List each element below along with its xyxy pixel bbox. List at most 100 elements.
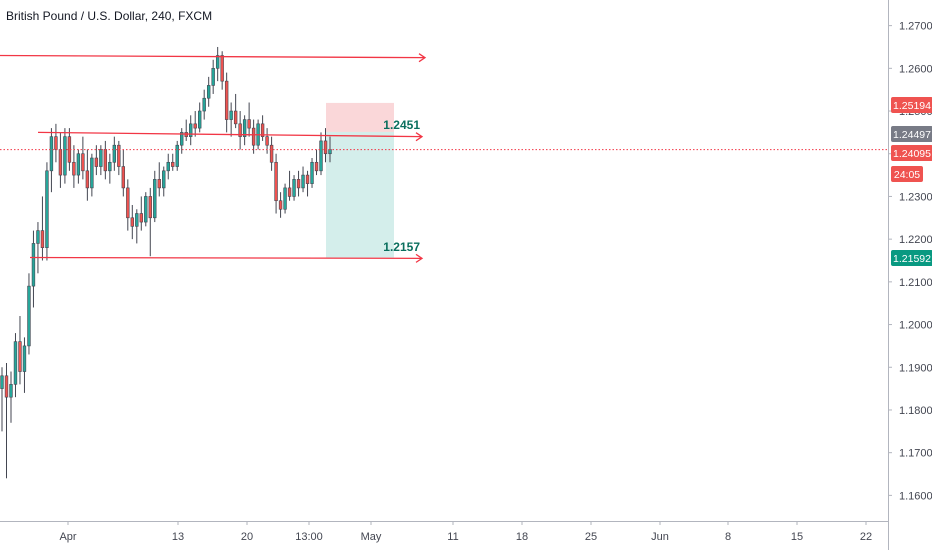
candle-body-down xyxy=(296,179,301,189)
price-tag-label: 24:05 xyxy=(894,169,920,181)
candle-body-down xyxy=(130,217,134,227)
candle-body-down xyxy=(274,161,278,202)
candle xyxy=(13,333,18,398)
price-tag-label: 1.21592 xyxy=(893,253,931,265)
candle-body-down xyxy=(148,196,152,219)
candle-body-up xyxy=(166,161,170,172)
plot-background[interactable] xyxy=(0,0,888,521)
candle xyxy=(305,170,310,197)
candle-body-up xyxy=(31,243,36,287)
candle xyxy=(238,111,242,150)
candle-body-up xyxy=(202,97,206,112)
candle-body-up xyxy=(211,68,215,86)
candle xyxy=(121,149,126,197)
price-tag-bg xyxy=(891,250,932,266)
candle-body-up xyxy=(0,375,4,389)
candle xyxy=(211,59,215,94)
horizontal-ray[interactable] xyxy=(29,256,423,260)
candle xyxy=(233,93,238,129)
position-zones[interactable] xyxy=(326,102,394,258)
candle xyxy=(49,128,54,193)
candle-body-down xyxy=(72,161,76,176)
price-tick-label: 1.18000 xyxy=(899,405,932,417)
candle xyxy=(72,145,76,188)
candle-body-up xyxy=(292,179,296,197)
candle-body-down xyxy=(85,170,90,189)
price-tick-label: 1.22000 xyxy=(899,234,932,246)
time-tick-label: May xyxy=(361,531,382,543)
candle xyxy=(81,136,85,180)
candles-layer xyxy=(0,46,332,479)
candle-body-down xyxy=(260,123,265,137)
price-tag-label: 1.25194 xyxy=(893,100,931,112)
candle xyxy=(224,72,229,133)
time-tick-label: Apr xyxy=(59,531,76,543)
candle-body-up xyxy=(135,213,139,227)
plot-area[interactable] xyxy=(0,0,888,521)
candle xyxy=(148,187,152,257)
candle xyxy=(314,149,319,176)
candle xyxy=(126,179,130,231)
candle xyxy=(117,140,121,176)
candle xyxy=(278,192,283,218)
price-tag: 1.24095 xyxy=(891,145,932,161)
candle xyxy=(193,111,197,137)
candle-body-up xyxy=(9,384,13,398)
take-profit-zone[interactable] xyxy=(326,131,394,258)
candle-body-down xyxy=(121,166,126,189)
price-tags: 1.25194 1.24497 1.24095 24:05 1.21592 xyxy=(891,97,932,266)
candle-body-up xyxy=(175,144,179,167)
candle xyxy=(301,166,305,193)
candle xyxy=(215,46,220,82)
candle-body-up xyxy=(13,341,18,385)
candle-body-up xyxy=(198,110,202,129)
candle xyxy=(130,204,134,240)
candle xyxy=(180,128,184,154)
candle xyxy=(287,170,292,201)
time-tick-label: Jun xyxy=(651,531,669,543)
time-tick-label: 11 xyxy=(447,531,458,543)
ray-arrowhead xyxy=(418,53,427,63)
candle-body-down xyxy=(305,174,310,184)
time-tick-label: 18 xyxy=(516,531,528,543)
candle-body-up xyxy=(63,136,67,176)
candle-body-up xyxy=(283,187,287,210)
candle-body-down xyxy=(247,119,251,129)
time-tick-label: 13:00 xyxy=(295,531,323,543)
horizontal-ray[interactable] xyxy=(37,131,423,138)
candle-body-up xyxy=(49,136,54,172)
candle-body-down xyxy=(4,375,9,398)
candle xyxy=(274,153,278,214)
stop-loss-zone[interactable] xyxy=(326,102,394,132)
time-tick-label: 25 xyxy=(585,531,597,543)
price-tick-label: 1.21000 xyxy=(899,277,932,289)
candle xyxy=(36,222,40,274)
candle xyxy=(310,158,314,188)
candle xyxy=(166,153,170,180)
candle xyxy=(139,196,143,231)
candle-body-up xyxy=(36,230,40,244)
candle xyxy=(153,170,157,223)
candle-body-up xyxy=(301,174,305,189)
candle-body-down xyxy=(54,136,58,150)
horizontal-rays[interactable] xyxy=(0,53,427,263)
candle-body-up xyxy=(206,85,211,99)
candle-body-down xyxy=(314,161,319,172)
candle-body-up xyxy=(162,170,166,189)
candle xyxy=(94,145,99,176)
candle xyxy=(157,162,161,197)
candle-body-down xyxy=(278,200,283,210)
price-tag: 24:05 xyxy=(891,166,923,182)
candle-body-up xyxy=(108,161,112,172)
price-tag-bg xyxy=(891,126,932,142)
candle-body-down xyxy=(323,140,328,155)
candle xyxy=(4,362,9,479)
candle-body-up xyxy=(215,55,220,69)
price-tick-label: 1.19000 xyxy=(899,362,932,374)
horizontal-ray[interactable] xyxy=(0,54,426,59)
candle xyxy=(0,367,4,432)
candle xyxy=(162,166,166,197)
entry-level-label: 1.2451 xyxy=(383,118,420,132)
candle xyxy=(63,128,67,184)
